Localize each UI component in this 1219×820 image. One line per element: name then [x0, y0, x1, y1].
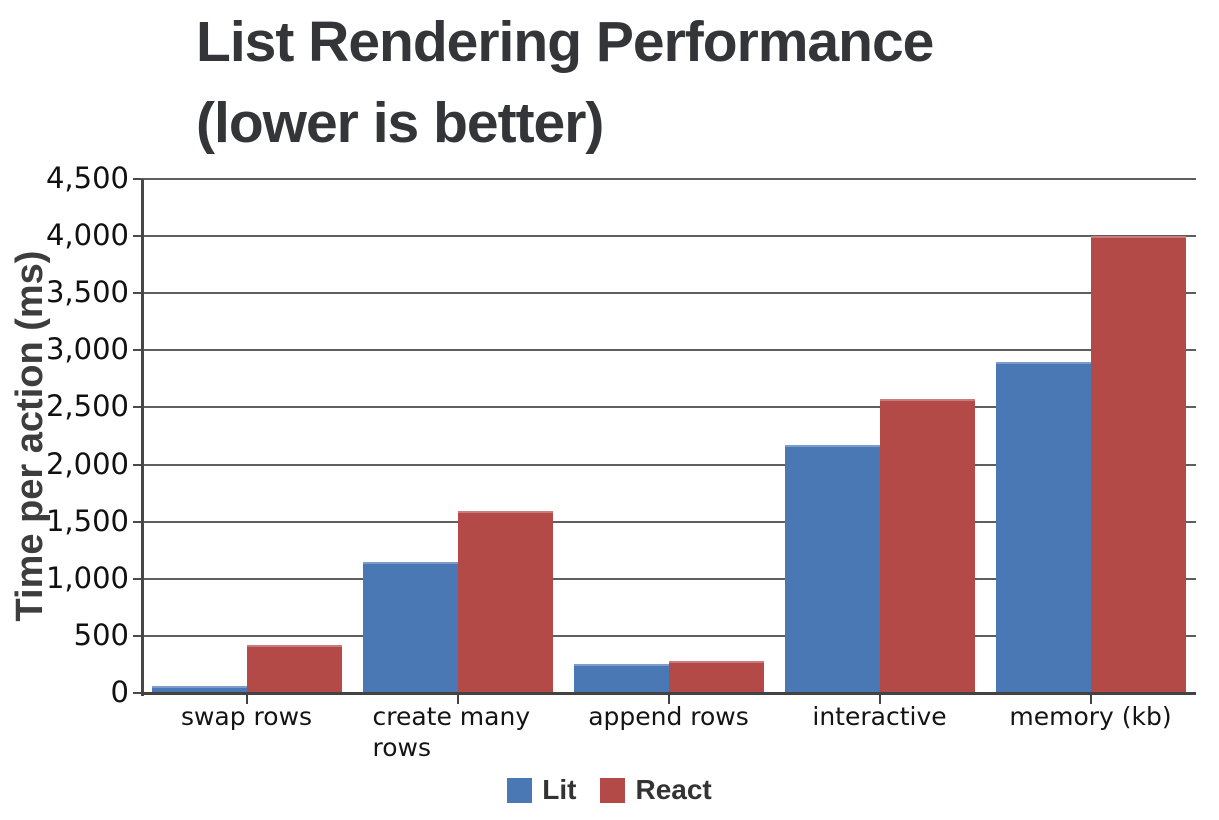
x-tick-mark-interactive — [878, 694, 881, 704]
y-tick-label-4-500: 4,500 — [45, 161, 129, 195]
x-category-cell-swap-rows: swap rows — [141, 701, 352, 763]
y-tick-mark-3500 — [133, 292, 141, 295]
y-tick-label-3-000: 3,000 — [45, 332, 129, 367]
bar-lit-create-many-rows — [362, 562, 458, 693]
gridline-3000 — [141, 349, 1196, 352]
gridline-2000 — [141, 463, 1196, 466]
y-tick-mark-3000 — [133, 349, 141, 352]
y-tick-mark-2500 — [133, 406, 141, 409]
y-tick-label-3-500: 3,500 — [45, 275, 129, 310]
x-category-label-swap-rows: swap rows — [180, 702, 313, 731]
bar-react-append-rows — [668, 661, 764, 693]
y-tick-mark-1000 — [133, 577, 141, 580]
y-tick-mark-4500 — [133, 178, 141, 180]
bar-groups — [141, 179, 1196, 704]
x-category-cell-create-many-rows: create many rows — [352, 701, 563, 763]
y-tick-mark-500 — [133, 634, 141, 637]
bar-react-interactive — [879, 399, 975, 693]
chart-title: List Rendering Performance (lower is bet… — [196, 2, 934, 164]
chart-title-line2: (lower is better) — [196, 91, 604, 155]
gridline-4000 — [141, 235, 1196, 238]
bar-react-memory-kb — [1090, 236, 1186, 693]
bar-group-interactive — [774, 179, 985, 704]
x-tick-mark-append-rows — [667, 694, 670, 704]
y-tick-label-2-000: 2,000 — [45, 446, 129, 481]
x-category-cell-interactive: interactive — [774, 701, 985, 763]
legend-item-lit: Lit — [507, 776, 576, 804]
gridline-2500 — [141, 406, 1196, 409]
chart-title-line1: List Rendering Performance — [196, 10, 934, 74]
y-tick-label-1-500: 1,500 — [45, 503, 129, 538]
y-axis-tick-marks — [133, 178, 141, 695]
legend-label-react: React — [635, 774, 712, 805]
bar-group-append-rows — [563, 179, 774, 704]
y-tick-mark-4000 — [133, 235, 141, 238]
y-tick-label-4-000: 4,000 — [45, 218, 129, 253]
bar-lit-append-rows — [573, 664, 669, 693]
bar-group-swap-rows — [141, 179, 352, 704]
x-category-label-interactive: interactive — [812, 702, 947, 731]
x-tick-mark-memory-kb — [1089, 694, 1092, 704]
y-tick-label-500: 500 — [73, 617, 129, 652]
legend-label-lit: Lit — [542, 774, 577, 805]
bar-lit-swap-rows — [151, 686, 247, 693]
bar-group-create-many-rows — [352, 179, 563, 704]
x-tick-mark-swap-rows — [245, 694, 248, 704]
y-tick-mark-2000 — [133, 463, 141, 466]
gridline-1500 — [141, 520, 1196, 523]
y-tick-mark-0 — [133, 692, 141, 694]
legend-swatch-lit — [507, 777, 533, 803]
legend-item-react: React — [600, 774, 712, 805]
x-tick-mark-create-many-rows — [456, 694, 459, 704]
plot-area — [141, 178, 1196, 704]
bar-lit-interactive — [784, 445, 880, 693]
bar-lit-memory-kb — [995, 362, 1091, 693]
bar-group-memory-kb — [985, 179, 1196, 704]
legend-swatch-react — [600, 777, 626, 803]
x-category-label-memory-kb: memory (kb) — [1009, 702, 1172, 731]
y-axis-tick-labels: 0 500 1,000 1,500 2,000 2,500 3,000 3,500 4,000 4… — [0, 164, 129, 707]
gridline-1000 — [141, 577, 1196, 580]
y-tick-label-1-000: 1,000 — [45, 560, 129, 595]
gridline-3500 — [141, 292, 1196, 295]
x-category-label-create-many-rows: create many rows — [372, 702, 531, 762]
x-category-label-append-rows: append rows — [588, 702, 749, 731]
y-tick-mark-1500 — [133, 520, 141, 523]
bar-react-swap-rows — [246, 645, 342, 693]
x-category-cell-memory-kb: memory (kb) — [985, 701, 1196, 763]
bar-react-create-many-rows — [457, 511, 553, 693]
y-tick-label-0: 0 — [110, 675, 129, 709]
y-axis-line — [141, 179, 144, 696]
y-tick-label-2-500: 2,500 — [45, 389, 129, 424]
gridline-500 — [141, 634, 1196, 637]
x-axis-line — [141, 692, 1196, 695]
gridline-4500 — [141, 178, 1196, 180]
x-category-cell-append-rows: append rows — [563, 701, 774, 763]
x-axis-category-labels: swap rows create many rows append rows inte… — [141, 701, 1196, 763]
legend: Lit React — [0, 774, 1219, 806]
